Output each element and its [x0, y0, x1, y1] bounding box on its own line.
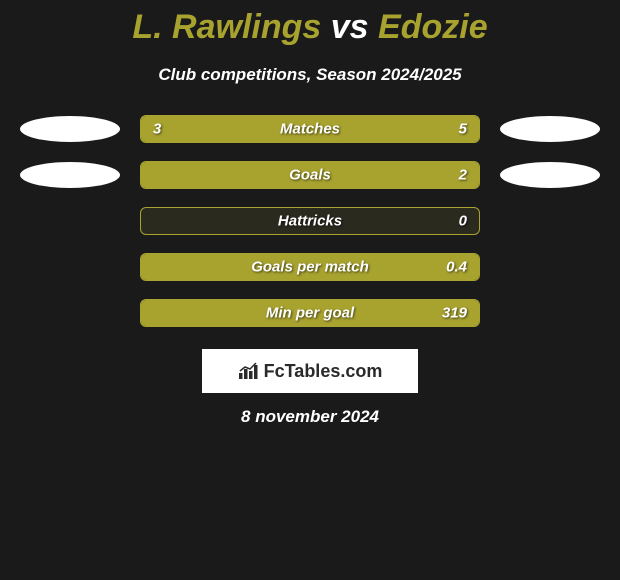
stat-label: Hattricks	[278, 213, 342, 230]
brand-box[interactable]: FcTables.com	[202, 349, 418, 393]
stat-row: Hattricks 0	[0, 207, 620, 235]
stat-row: Min per goal 319	[0, 299, 620, 327]
stat-row: 3 Matches 5	[0, 115, 620, 143]
player1-name: L. Rawlings	[132, 8, 321, 46]
date-text: 8 november 2024	[0, 407, 620, 427]
spacer	[500, 208, 600, 234]
spacer	[500, 300, 600, 326]
stat-value-player2: 0	[459, 213, 467, 230]
player1-marker	[20, 162, 120, 188]
chart-icon	[238, 362, 260, 380]
stat-row: Goals per match 0.4	[0, 253, 620, 281]
stats-rows: 3 Matches 5 Goals 2 Hattricks 0 Goals per match…	[0, 115, 620, 327]
stat-label: Matches	[280, 121, 340, 138]
player1-marker	[20, 116, 120, 142]
stat-label: Goals per match	[251, 259, 369, 276]
stat-label: Min per goal	[266, 305, 354, 322]
stat-label: Goals	[289, 167, 331, 184]
player2-marker	[500, 116, 600, 142]
spacer	[20, 208, 120, 234]
stat-value-player2: 5	[459, 121, 467, 138]
page-title: L. Rawlings vs Edozie	[0, 8, 620, 47]
vs-text: vs	[331, 8, 369, 46]
spacer	[20, 300, 120, 326]
subtitle: Club competitions, Season 2024/2025	[0, 65, 620, 85]
stat-bar: Goals 2	[140, 161, 480, 189]
stat-bar: Min per goal 319	[140, 299, 480, 327]
stat-bar: Hattricks 0	[140, 207, 480, 235]
stat-value-player1: 3	[153, 121, 161, 138]
stat-value-player2: 2	[459, 167, 467, 184]
stat-value-player2: 0.4	[446, 259, 467, 276]
stat-bar: Goals per match 0.4	[140, 253, 480, 281]
spacer	[20, 254, 120, 280]
player2-name: Edozie	[378, 8, 488, 46]
player2-marker	[500, 162, 600, 188]
stat-row: Goals 2	[0, 161, 620, 189]
comparison-container: L. Rawlings vs Edozie Club competitions,…	[0, 0, 620, 427]
stat-bar: 3 Matches 5	[140, 115, 480, 143]
spacer	[500, 254, 600, 280]
stat-value-player2: 319	[442, 305, 467, 322]
brand-text: FcTables.com	[264, 361, 383, 382]
